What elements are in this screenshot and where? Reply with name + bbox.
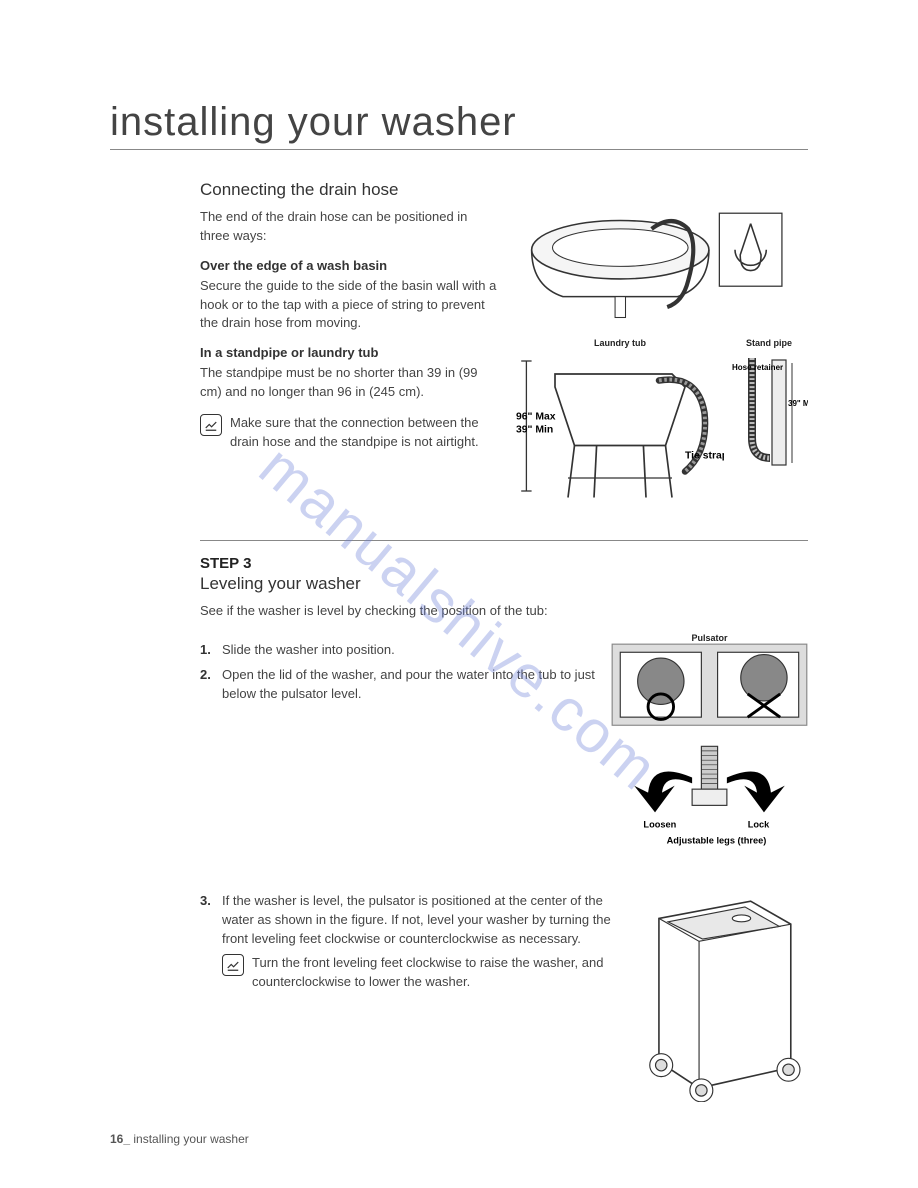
footer-text: installing your washer	[130, 1132, 249, 1146]
note-icon	[200, 414, 222, 436]
sub1-text: Secure the guide to the side of the basi…	[200, 277, 500, 334]
svg-text:Lock: Lock	[748, 820, 770, 830]
step-item-3: If the washer is level, the pulsator is …	[200, 892, 620, 949]
section-divider	[200, 540, 808, 541]
svg-text:Hose retainer: Hose retainer	[732, 363, 783, 372]
standpipe-label: Stand pipe	[730, 338, 808, 348]
note-icon	[222, 954, 244, 976]
step-item-1: Slide the washer into position.	[200, 641, 595, 660]
page-number: 16_	[110, 1132, 130, 1146]
sink-illustration	[516, 208, 808, 333]
page-footer: 16_ installing your washer	[110, 1132, 249, 1146]
standpipe-illustration: Hose retainer 39" Min (99 cm)	[730, 348, 808, 478]
drain-intro: The end of the drain hose can be positio…	[200, 208, 500, 246]
sub2-heading: In a standpipe or laundry tub	[200, 345, 500, 360]
washer-illustration	[636, 884, 808, 1102]
svg-text:Loosen: Loosen	[643, 820, 676, 830]
drain-hose-heading: Connecting the drain hose	[200, 180, 808, 200]
leveling-intro: See if the washer is level by checking t…	[200, 602, 808, 621]
laundry-tub-label: Laundry tub	[516, 338, 724, 348]
sub2-text: The standpipe must be no shorter than 39…	[200, 364, 500, 402]
svg-text:Tie strap: Tie strap	[685, 451, 724, 462]
leveling-heading: Leveling your washer	[200, 574, 808, 594]
content-block: Connecting the drain hose The end of the…	[110, 180, 808, 1107]
sub1-heading: Over the edge of a wash basin	[200, 258, 500, 273]
leveling-note: Turn the front leveling feet clockwise t…	[252, 954, 620, 992]
svg-text:39" Min (99 cm): 39" Min (99 cm)	[788, 399, 808, 408]
leg-illustration: Loosen Lock Adjustable legs (three)	[611, 737, 808, 864]
tub-illustration: 96" Max 39" Min Tie strap	[516, 348, 724, 517]
pulsator-label: Pulsator	[611, 633, 808, 643]
drain-note: Make sure that the connection between th…	[230, 414, 500, 452]
step3-label: STEP 3	[200, 555, 808, 572]
step-item-2: Open the lid of the washer, and pour the…	[200, 666, 595, 704]
pulsator-illustration	[611, 643, 808, 726]
svg-text:39" Min: 39" Min	[516, 425, 553, 436]
svg-text:Adjustable legs (three): Adjustable legs (three)	[667, 836, 767, 846]
page-title: installing your washer	[110, 100, 808, 150]
svg-text:96" Max: 96" Max	[516, 412, 556, 423]
